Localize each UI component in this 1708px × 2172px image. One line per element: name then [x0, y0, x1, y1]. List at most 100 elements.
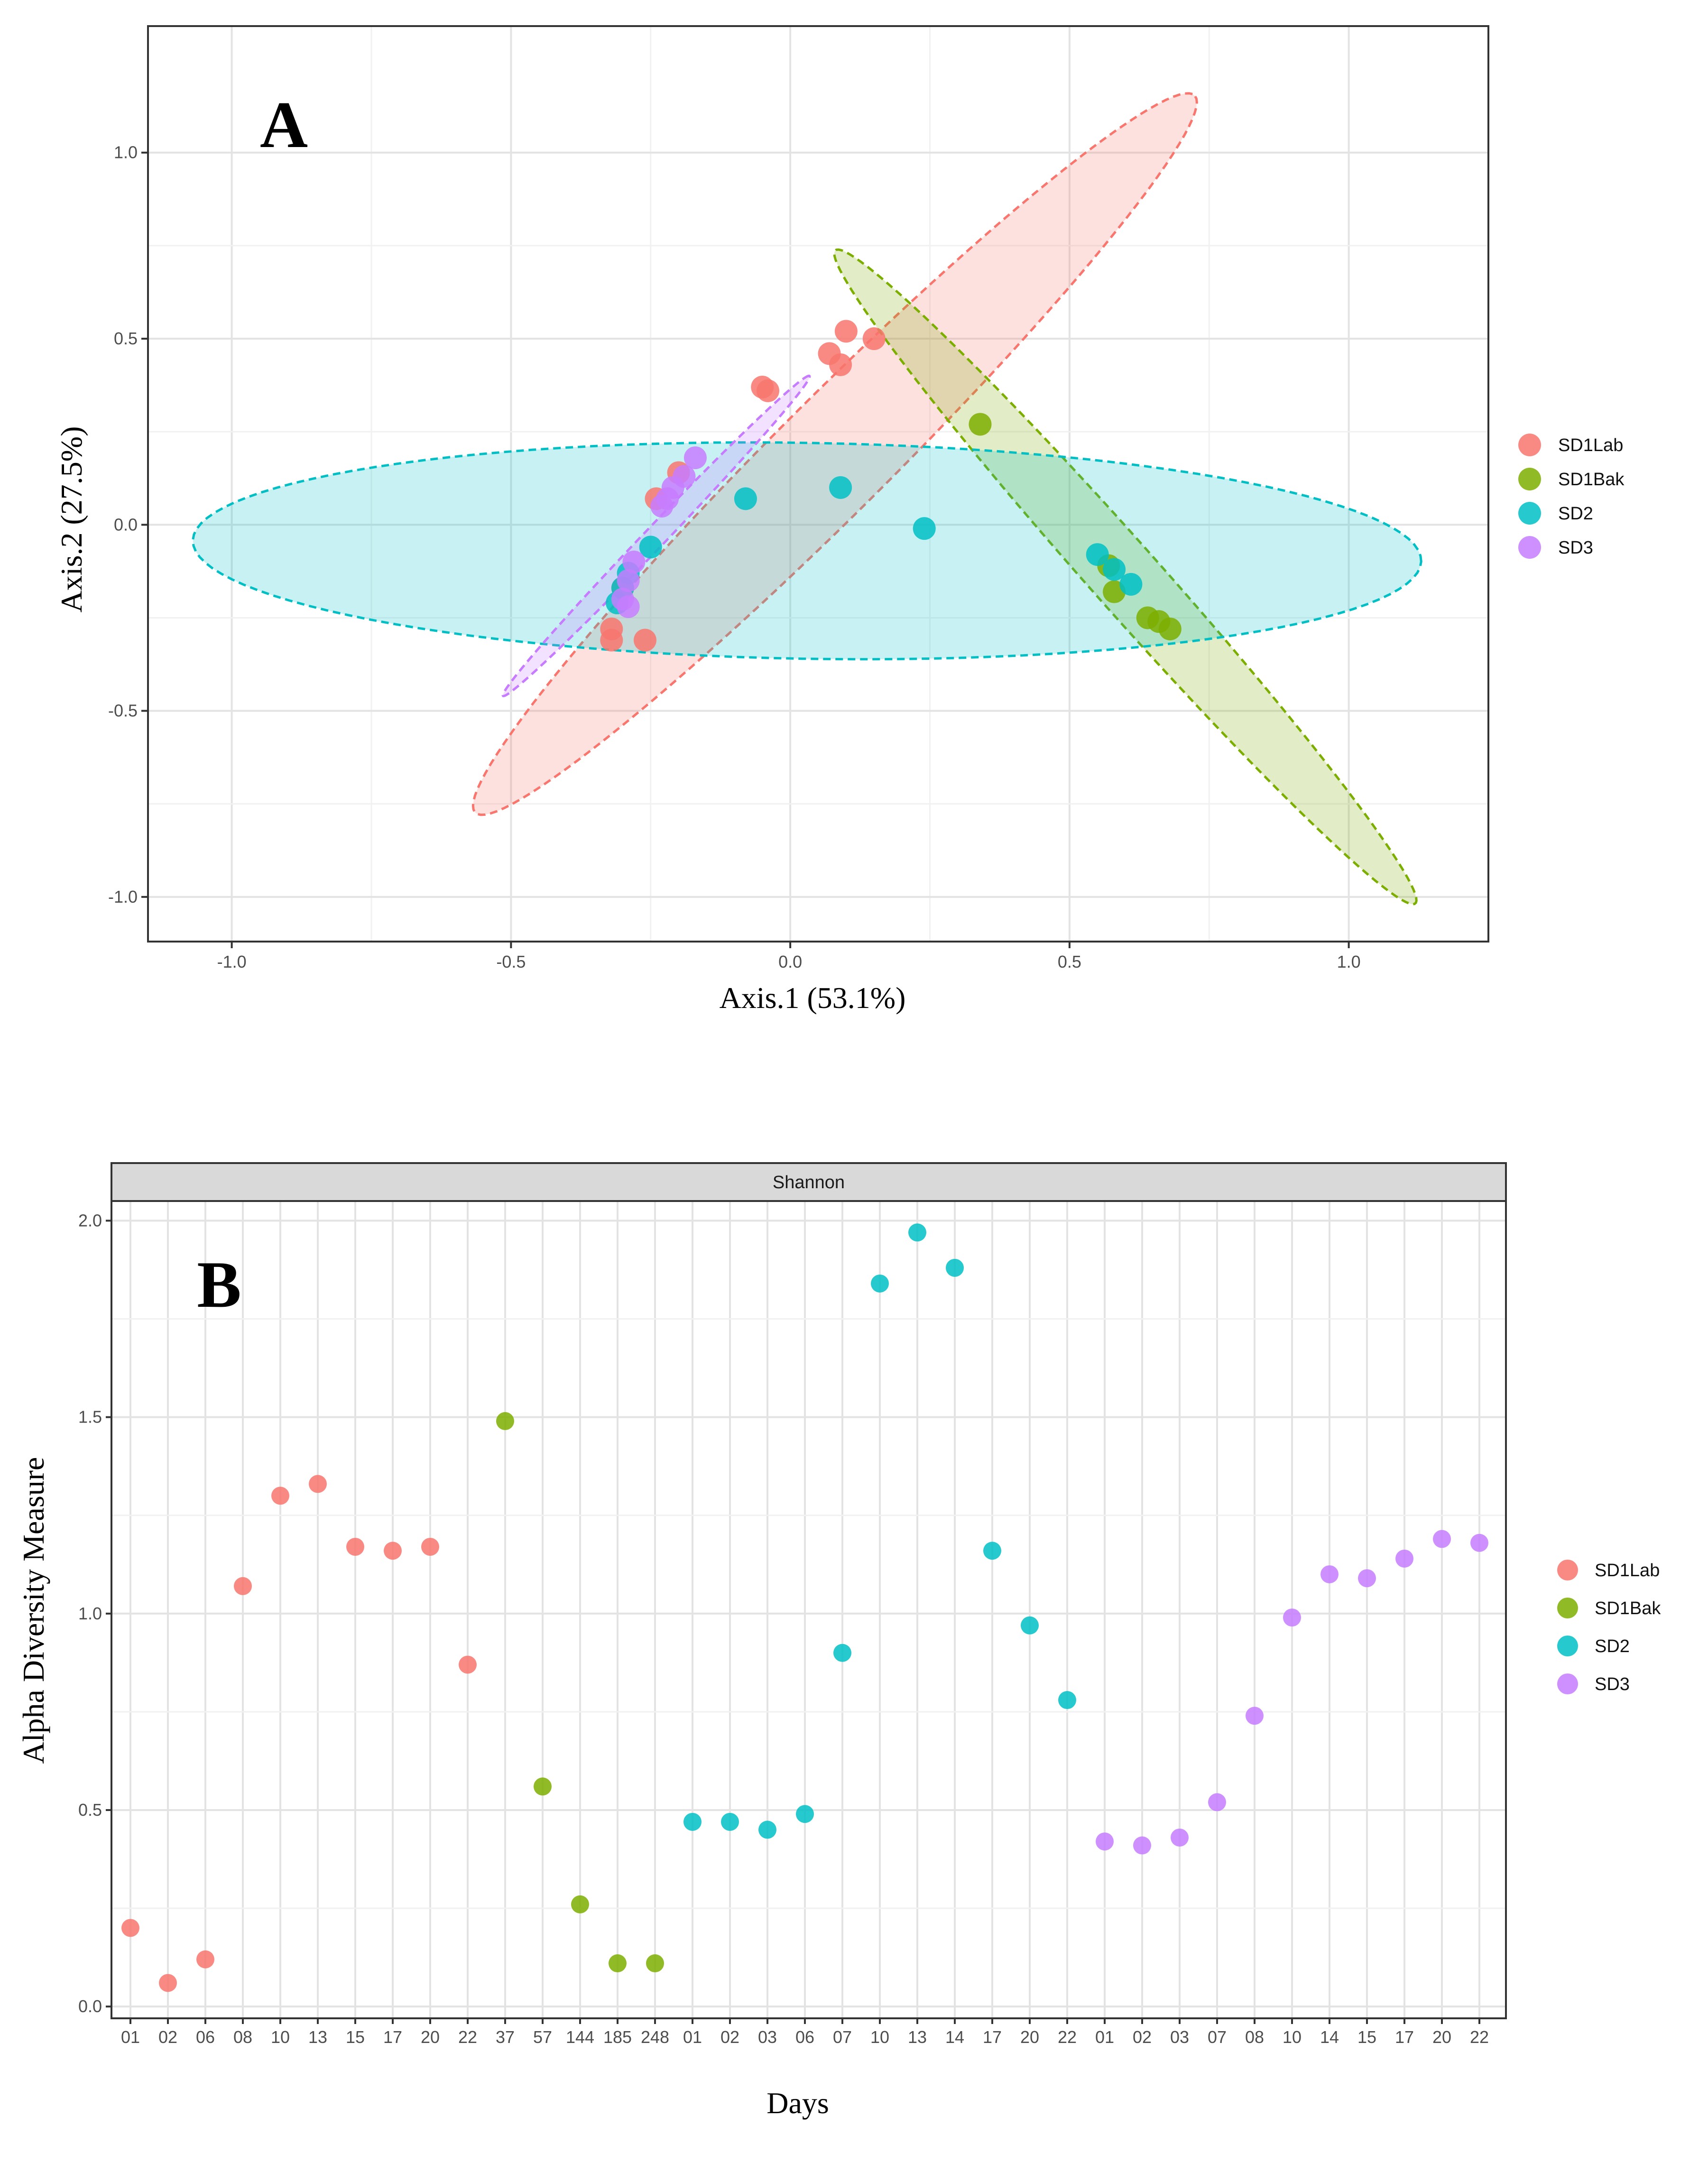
panel-b-points: [121, 1223, 1488, 1992]
panel-b-x-tick-label: 06: [196, 2027, 215, 2047]
panel-b-point-sd1lab: [159, 1974, 177, 1992]
panel-a-point-sd3: [617, 569, 640, 592]
panel-b-point-sd3: [1358, 1569, 1376, 1588]
panel-b-y-tick-label: 0.0: [78, 1996, 102, 2016]
panel-b-point-sd3: [1096, 1832, 1114, 1851]
panel-b-point-sd2: [908, 1223, 926, 1242]
panel-b-y-tick-label: 1.5: [78, 1407, 102, 1427]
panel-b-point-sd2: [796, 1805, 814, 1823]
panel-b-x-tick-label: 20: [1020, 2027, 1039, 2047]
panel-a-point-sd1bak: [969, 413, 992, 436]
facet-strip: [111, 1162, 1507, 1202]
panel-b-legend: SD1Lab SD1Bak SD2 SD3: [1557, 1560, 1661, 1694]
panel-b-x-tick-label: 185: [603, 2027, 632, 2047]
facet-strip-title: Shannon: [773, 1173, 845, 1192]
panel-a-point-sd2: [734, 487, 757, 510]
panel-b-x-tick-label: 22: [1058, 2027, 1077, 2047]
panel-b-x-tick-label: 20: [421, 2027, 440, 2047]
panel-b-point-sd1bak: [646, 1954, 664, 1973]
panel-b-point-sd2: [758, 1821, 776, 1839]
panel-b-point-sd3: [1208, 1793, 1226, 1812]
panel-b-legend-label: SD1Lab: [1595, 1561, 1660, 1580]
panel-a-ellipse-sd3: [501, 374, 811, 697]
panel-b-x-tick-label: 144: [566, 2027, 594, 2047]
panel-b-y-tick-label: 1.0: [78, 1604, 102, 1623]
panel-b-point-sd1bak: [534, 1777, 552, 1796]
panel-b-point-sd1lab: [384, 1542, 402, 1560]
panel-b-x-tick-label: 17: [383, 2027, 402, 2047]
panel-a-y-axis-title: Axis.2 (27.5%): [55, 426, 88, 613]
panel-b-border: [111, 1200, 1507, 2019]
panel-b-x-tick-label: 15: [346, 2027, 365, 2047]
panel-b-x-tick-label: 02: [1133, 2027, 1152, 2047]
panel-a-point-sd3: [617, 595, 640, 618]
panel-b-point-sd3: [1433, 1530, 1451, 1548]
panel-a-legend-key-sd1bak: [1518, 468, 1541, 490]
panel-b-y-tick-label: 2.0: [78, 1211, 102, 1230]
panel-a-point-sd2: [829, 476, 852, 499]
panel-b-x-tick-label: 13: [308, 2027, 327, 2047]
panel-b-x-tick-label: 22: [458, 2027, 477, 2047]
panel-b-x-tick-label: 14: [945, 2027, 964, 2047]
panel-a-grid: [148, 26, 1488, 942]
panel-b-x-tick-label: 01: [1095, 2027, 1114, 2047]
panel-b-y-axis-title: Alpha Diversity Measure: [17, 1457, 50, 1764]
panel-a-pcoa-plot: -1.0 -0.5 0.0 0.5 1.0 -1.0 -0.5 0.0 0.5 1.0 A Axi…: [55, 25, 1625, 1015]
panel-a-y-tick-label: -0.5: [108, 701, 138, 721]
panel-b-point-sd2: [871, 1274, 889, 1293]
panel-b-x-tick-label: 57: [533, 2027, 552, 2047]
panel-b-point-sd1lab: [421, 1537, 439, 1556]
panel-b-point-sd2: [683, 1812, 702, 1831]
panel-a-legend-key-sd1lab: [1518, 434, 1541, 456]
panel-b-grid: [111, 1201, 1506, 2018]
panel-b-x-tick-label: 13: [908, 2027, 927, 2047]
panel-b-point-sd2: [721, 1812, 739, 1831]
panel-b-x-tick-label: 06: [795, 2027, 814, 2047]
panel-b-point-sd1bak: [571, 1895, 589, 1913]
panel-a-y-tick-label: 0.0: [114, 515, 138, 534]
panel-a-ticks: -1.0 -0.5 0.0 0.5 1.0 -1.0 -0.5 0.0 0.5 1.0: [108, 143, 1361, 971]
panel-b-x-tick-label: 37: [496, 2027, 515, 2047]
panel-b-x-tick-label: 17: [983, 2027, 1002, 2047]
panel-b-point-sd1lab: [196, 1950, 214, 1969]
panel-a-y-tick-label: 1.0: [114, 143, 138, 162]
panel-a-point-sd1lab: [633, 628, 656, 652]
panel-a-y-tick-label: 0.5: [114, 329, 138, 348]
panel-b-point-sd3: [1283, 1608, 1301, 1627]
panel-b-point-sd1lab: [309, 1475, 327, 1493]
panel-b-legend-label: SD1Bak: [1595, 1599, 1661, 1618]
panel-a-ellipse-sd2: [192, 441, 1422, 661]
panel-a-point-sd1lab: [600, 628, 623, 652]
panel-a-x-tick-label: 0.5: [1058, 952, 1081, 971]
panel-b-label: B: [197, 1248, 241, 1322]
panel-a-point-sd1lab: [757, 379, 780, 402]
panel-b-point-sd3: [1320, 1565, 1339, 1583]
panel-b-x-tick-label: 10: [870, 2027, 889, 2047]
panel-a-point-sd1lab: [829, 353, 852, 376]
panel-a-point-sd2: [913, 517, 936, 540]
panel-b-x-tick-label: 07: [833, 2027, 852, 2047]
panel-b-x-tick-label: 02: [158, 2027, 177, 2047]
panel-b-x-tick-label: 17: [1395, 2027, 1414, 2047]
panel-b-legend-label: SD2: [1595, 1636, 1630, 1656]
panel-b-point-sd2: [1058, 1691, 1076, 1710]
panel-b-y-tick-label: 0.5: [78, 1800, 102, 1820]
panel-a-x-tick-label: 1.0: [1337, 952, 1361, 971]
panel-b-x-axis-title: Days: [766, 2086, 829, 2120]
panel-a-legend-label: SD1Lab: [1558, 435, 1623, 455]
panel-b-point-sd2: [833, 1644, 851, 1662]
panel-b-x-tick-label: 248: [641, 2027, 669, 2047]
panel-b-point-sd2: [983, 1542, 1001, 1560]
panel-a-y-tick-label: -1.0: [108, 887, 138, 906]
panel-a-x-tick-label: -0.5: [496, 952, 526, 971]
panel-b-x-tick-label: 14: [1320, 2027, 1339, 2047]
panel-b-point-sd1bak: [496, 1412, 514, 1430]
panel-a-points: [600, 320, 1182, 652]
panel-a-legend-label: SD1Bak: [1558, 470, 1625, 490]
panel-b-point-sd1lab: [121, 1919, 139, 1937]
panel-b-point-sd3: [1133, 1836, 1151, 1855]
panel-a-point-sd2: [1119, 573, 1143, 596]
panel-a-legend-label: SD2: [1558, 504, 1593, 524]
panel-a-legend-key-sd3: [1518, 536, 1541, 559]
